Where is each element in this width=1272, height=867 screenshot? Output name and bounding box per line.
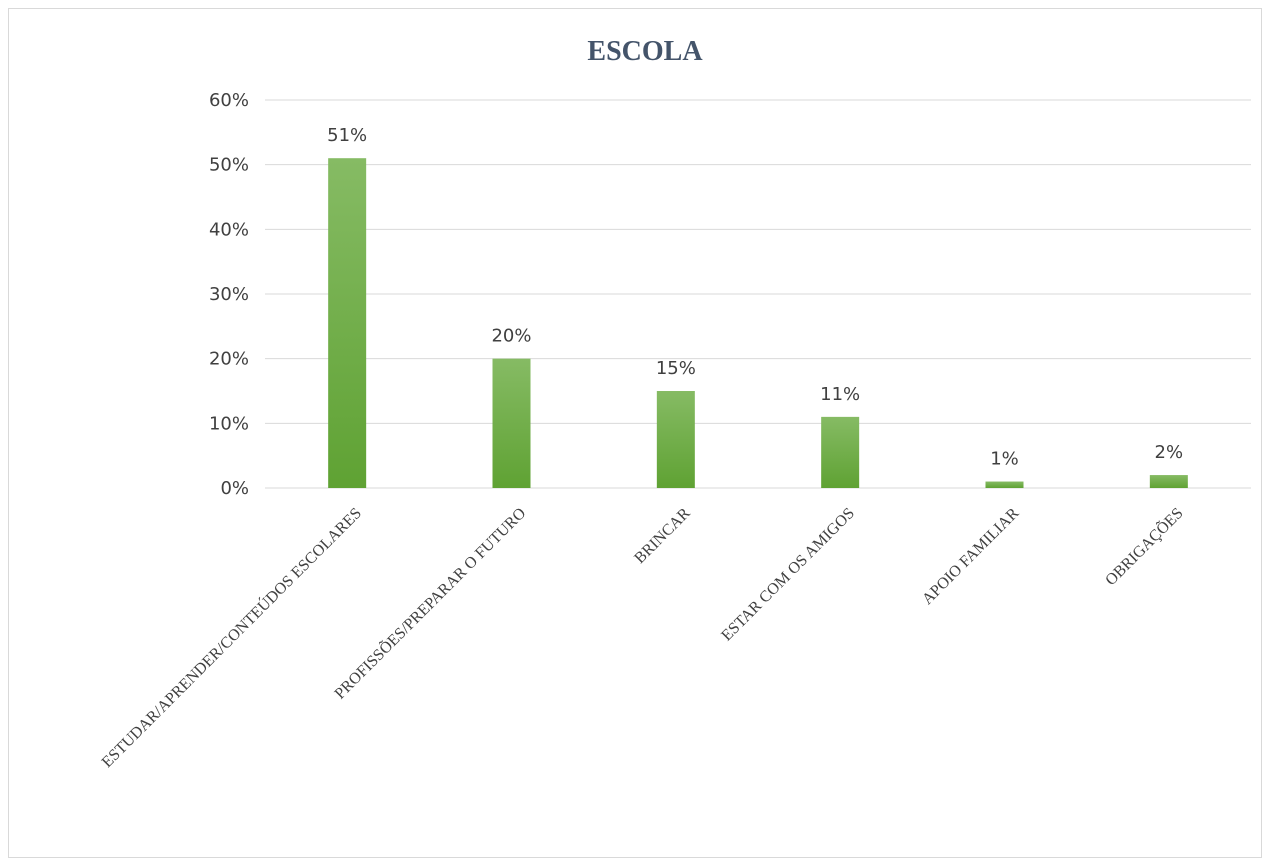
data-label: 15% — [656, 358, 696, 379]
bar — [821, 416, 860, 488]
data-labels: 51% 20% 15% 11% 1% 2% — [327, 125, 1183, 469]
data-label: 51% — [327, 125, 367, 146]
data-label: 11% — [820, 384, 860, 405]
data-label: 2% — [1155, 442, 1184, 463]
y-tick-label: 60% — [209, 90, 249, 111]
y-tick-label: 20% — [209, 349, 249, 370]
x-tick-label: APOIO FAMILIAR — [919, 505, 1022, 608]
gridlines — [265, 99, 1251, 489]
x-tick-label: ESTAR COM OS AMIGOS — [718, 505, 858, 645]
x-tick-label: OBRIGAÇÕES — [1102, 504, 1187, 589]
bars — [328, 158, 1188, 488]
bar — [1149, 475, 1188, 488]
bar — [985, 481, 1024, 488]
chart-frame — [8, 8, 1262, 858]
x-tick-label: ESTUDAR/APRENDER/CONTEÚDOS ESCOLARES — [97, 503, 365, 771]
chart-title: ESCOLA — [587, 36, 703, 67]
data-label: 20% — [491, 326, 531, 347]
bar — [656, 391, 695, 488]
x-tick-label: PROFISSÕES/PREPARAR O FUTURO — [331, 504, 529, 702]
y-axis-tick-labels: 0% 10% 20% 30% 40% 50% 60% — [209, 90, 249, 499]
y-tick-label: 30% — [209, 284, 249, 305]
bar — [492, 358, 531, 488]
x-axis-tick-labels: ESTUDAR/APRENDER/CONTEÚDOS ESCOLARESPROF… — [97, 503, 1186, 771]
y-tick-label: 40% — [209, 219, 249, 240]
bar — [328, 158, 367, 488]
x-tick-label: BRINCAR — [631, 505, 694, 568]
y-tick-label: 10% — [209, 413, 249, 434]
data-label: 1% — [990, 449, 1019, 470]
y-tick-label: 0% — [220, 478, 249, 499]
y-tick-label: 50% — [209, 155, 249, 176]
